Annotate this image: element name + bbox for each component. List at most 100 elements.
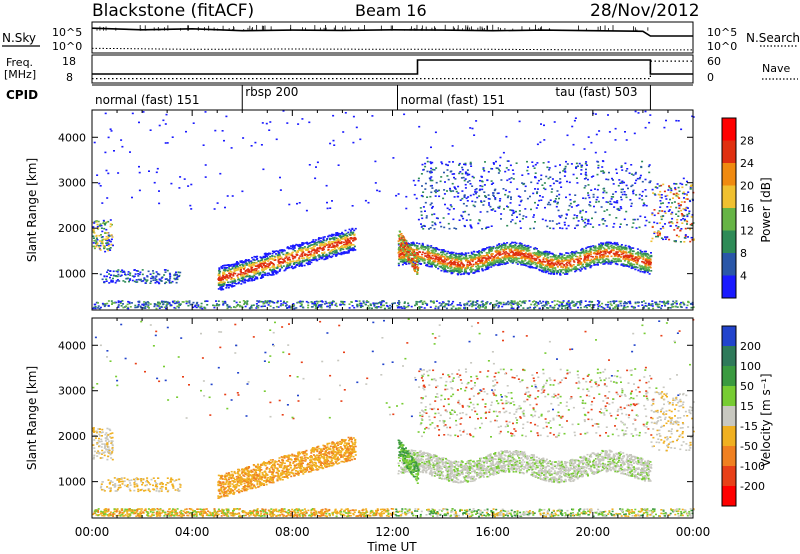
range-cell [494,247,497,249]
range-cell [566,264,569,266]
range-cell [637,305,640,307]
range-cell [625,256,628,258]
range-cell [455,252,458,255]
range-cell [486,246,489,249]
range-cell [342,241,345,244]
range-cell [340,241,343,243]
range-cell [310,244,312,246]
range-cell [637,251,639,253]
range-cell [157,301,159,304]
range-cell [488,251,491,253]
range-cell [496,244,499,247]
range-cell [567,268,570,270]
range-cell [637,255,640,257]
range-cell [534,267,537,269]
range-cell [258,274,261,276]
range-cell [576,264,579,266]
range-cell [639,249,642,252]
range-cell [536,255,539,257]
range-cell [244,270,247,273]
range-cell [614,252,617,255]
range-cell [242,274,245,276]
range-cell [478,255,480,257]
range-cell [601,258,604,260]
range-cell [608,306,611,309]
range-cell [509,242,512,245]
range-cell [93,240,96,242]
range-cell [485,266,488,268]
range-cell [466,261,469,264]
range-cell [105,278,108,281]
range-cell [429,300,432,302]
range-cell [592,246,595,249]
range-cell [513,246,516,248]
range-cell [352,244,355,246]
range-cell [453,256,456,259]
range-cell [507,303,510,306]
range-cell [644,259,647,262]
range-cell [314,239,317,241]
range-cell [478,253,481,255]
range-cell [440,259,443,261]
range-cell [233,279,236,281]
range-cell [487,258,490,260]
range-cell [608,251,611,253]
range-cell [104,223,106,225]
range-cell [446,257,449,259]
range-cell [269,305,272,307]
range-cell [568,302,571,304]
range-cell [469,268,471,271]
range-cell [643,253,646,255]
range-cell [473,256,476,258]
range-cell [647,262,650,264]
range-cell [484,303,487,306]
range-cell [617,246,620,249]
range-cell [428,265,431,268]
range-cell [468,272,471,274]
range-cell [306,242,308,244]
range-cell [490,255,493,257]
range-cell [371,307,373,310]
range-cell [308,263,311,265]
range-cell [596,252,599,254]
range-cell [114,281,117,284]
range-cell [504,189,507,192]
range-cell [109,247,112,249]
range-cell [368,307,371,309]
range-cell [661,305,663,307]
range-cell [484,264,487,267]
range-cell [403,245,406,248]
range-cell [143,307,146,309]
range-cell [120,274,123,277]
range-cell [618,250,621,252]
range-cell [342,251,345,254]
range-cell [656,305,659,308]
range-cell [618,258,621,260]
range-cell [332,237,335,240]
range-cell [588,246,591,248]
range-cell [628,251,631,253]
range-cell [519,261,522,264]
range-cell [536,253,538,256]
range-cell [250,264,253,267]
range-cell [587,257,590,259]
range-cell [264,258,267,261]
range-cell [439,260,442,263]
range-cell [498,261,501,264]
range-cell [99,244,102,247]
range-cell [542,300,545,303]
range-cell [288,258,291,261]
range-cell [232,263,235,266]
range-cell [340,248,343,250]
range-cell [630,247,633,249]
nave-tick-top: 60 [707,55,721,68]
noise-series-n-search [91,47,693,51]
range-cell [342,235,345,237]
range-cell [646,262,649,264]
range-cell [149,303,152,305]
range-cell [213,306,216,309]
range-cell [408,262,411,265]
range-cell [292,248,295,250]
range-cell [111,303,113,305]
range-cell [554,304,556,307]
